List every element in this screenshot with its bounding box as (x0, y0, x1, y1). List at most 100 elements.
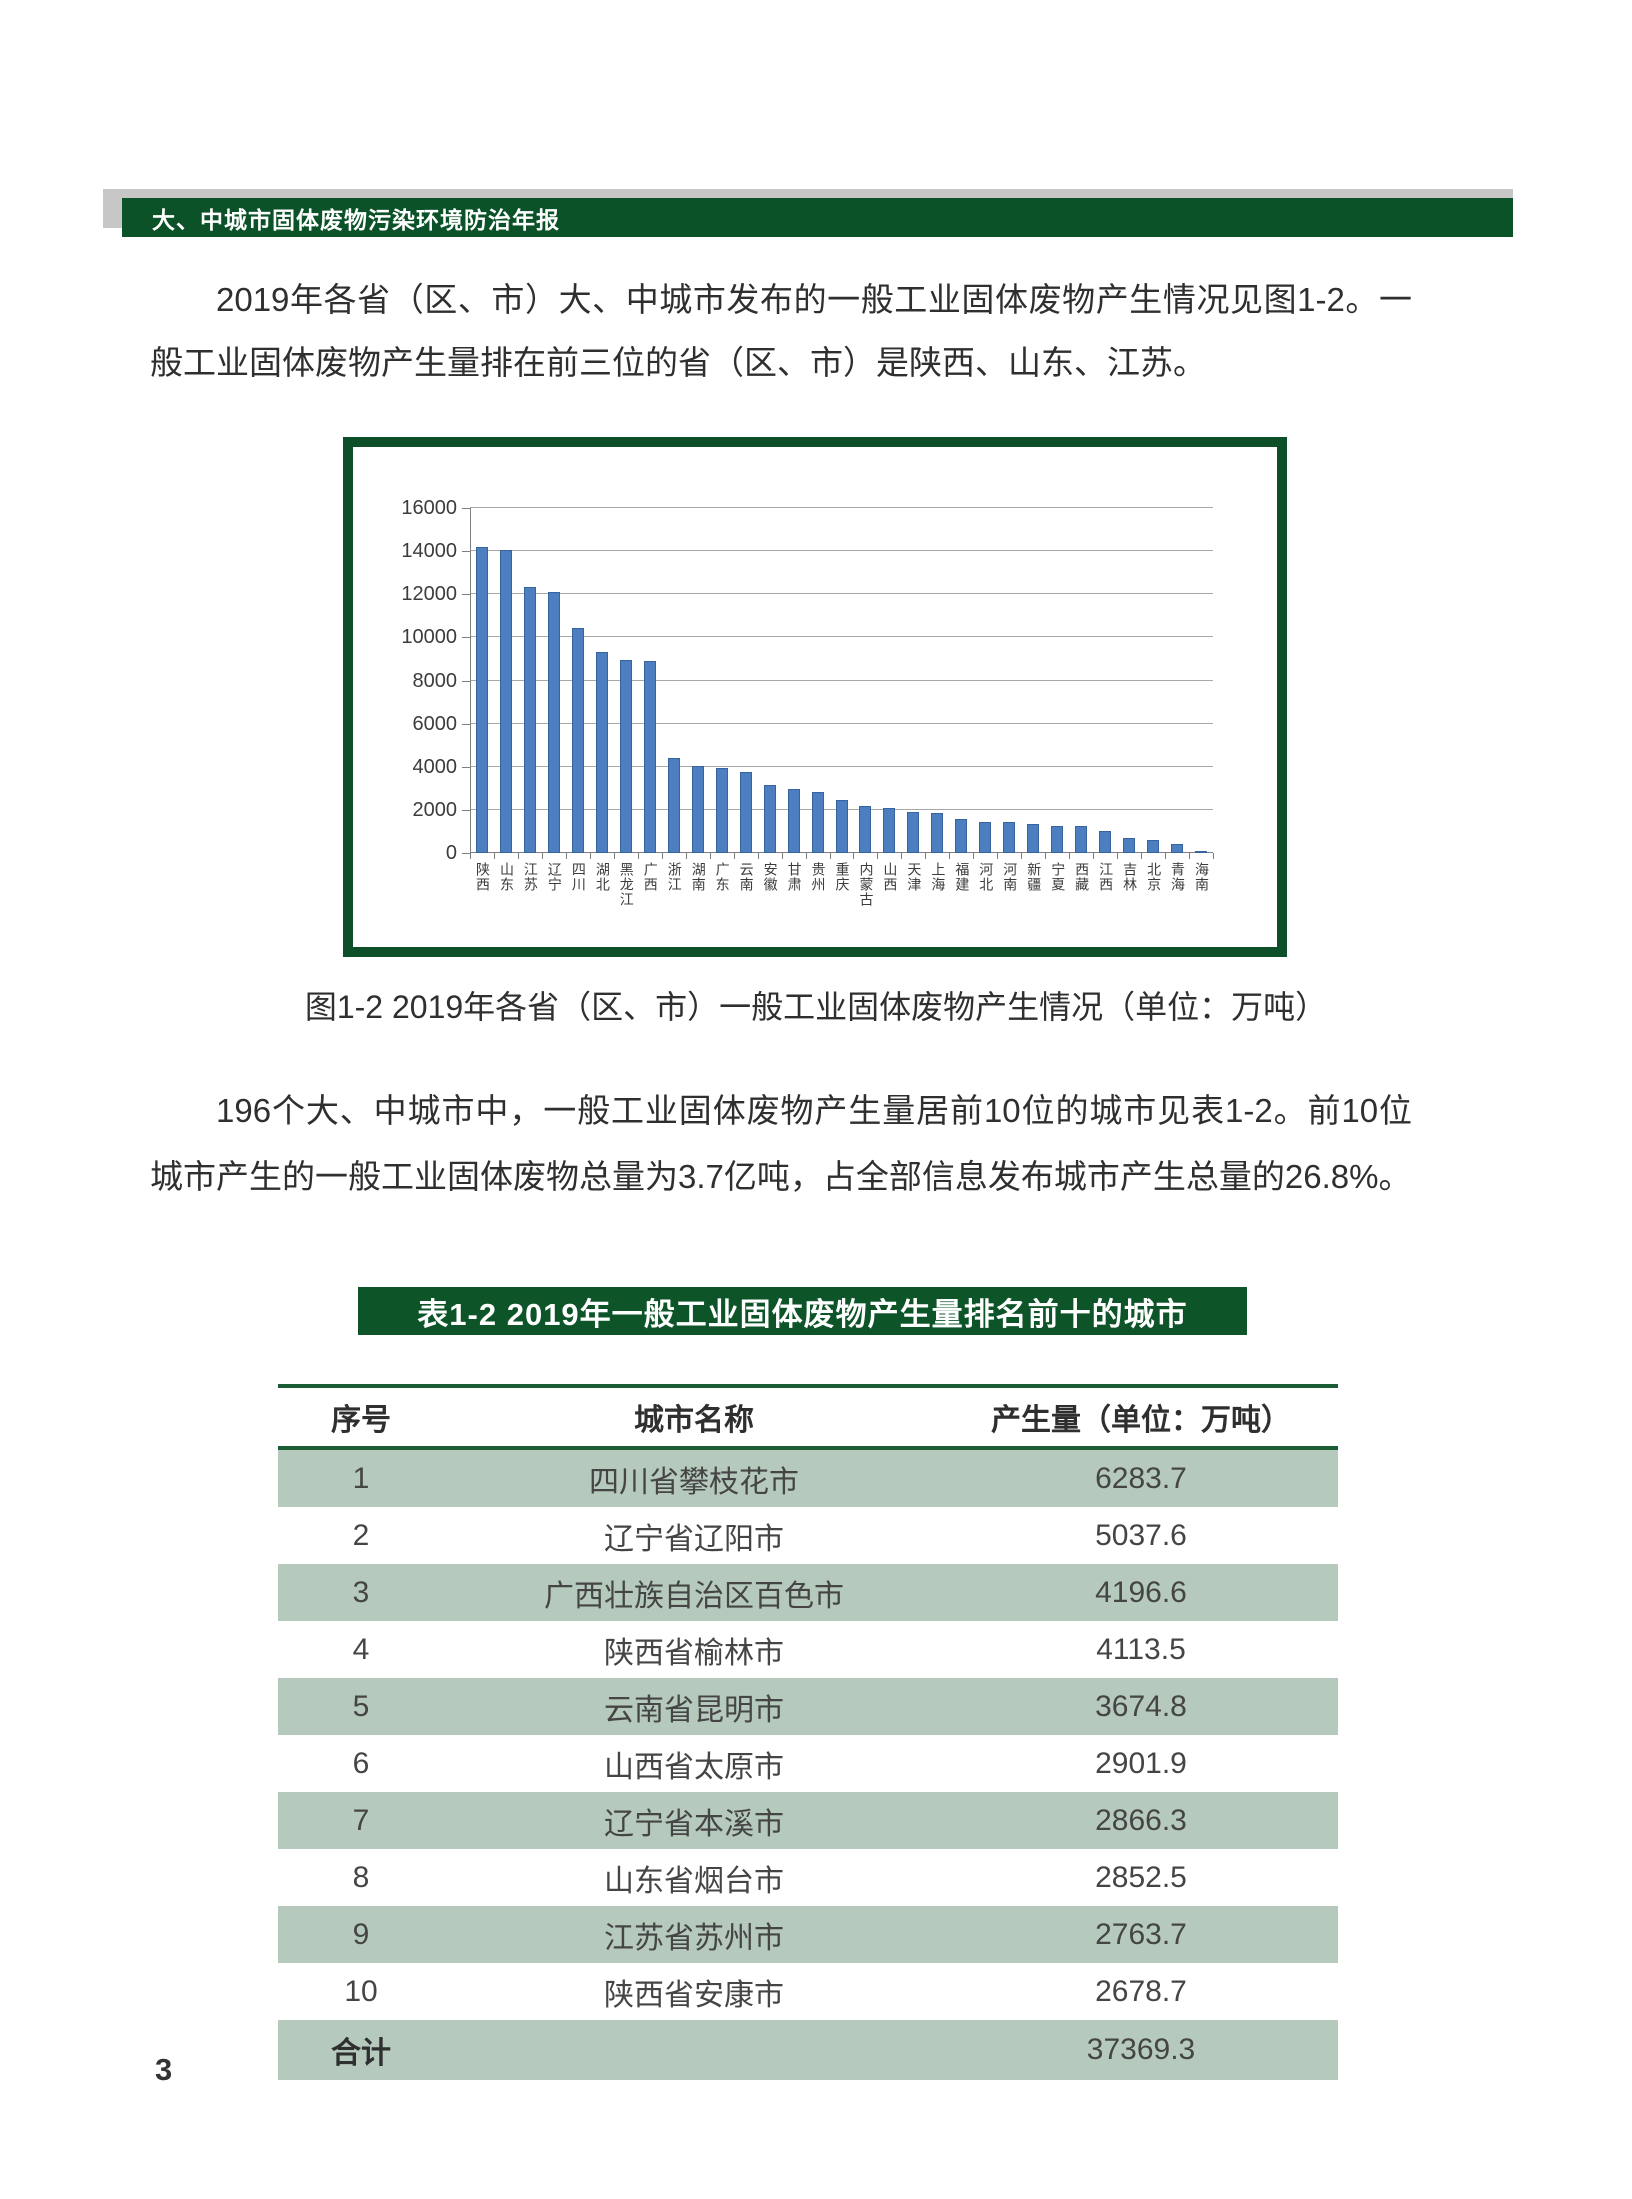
x-axis-label-山东: 山东 (498, 862, 515, 892)
table-body: 1 四川省攀枝花市 6283.7 2 辽宁省辽阳市 5037.6 3 广西壮族自治区百色市 41… (278, 1448, 1338, 2080)
x-axis-label-西藏: 西藏 (1074, 862, 1091, 892)
x-axis-label-陕西: 陕西 (474, 862, 491, 892)
paragraph-intro: 2019年各省（区、市）大、中城市发布的一般工业固体废物产生情况见图1-2。一般… (150, 281, 1412, 381)
total-empty-cell (444, 2020, 944, 2080)
y-axis-label: 16000 (401, 497, 457, 519)
x-axis-label-上海: 上海 (930, 862, 947, 892)
x-axis-label-天津: 天津 (906, 862, 923, 892)
amount-cell: 4196.6 (1095, 1575, 1187, 1609)
bar-湖北 (595, 652, 608, 853)
bar-湖南 (691, 765, 704, 853)
x-axis-label-辽宁: 辽宁 (546, 862, 563, 892)
x-axis-label-广西: 广西 (642, 862, 659, 892)
bar-上海 (931, 813, 944, 853)
x-axis-label-江西: 江西 (1098, 862, 1115, 892)
city-cell: 广西壮族自治区百色市 (544, 1579, 844, 1613)
x-axis-label-贵州: 贵州 (810, 862, 827, 892)
x-tick (757, 853, 759, 859)
gridline-4000 (470, 765, 1213, 767)
bar-河南 (1003, 821, 1016, 853)
x-tick (470, 853, 471, 859)
x-axis-label-河南: 河南 (1002, 862, 1019, 892)
page-number: 3 (155, 2052, 173, 2087)
y-axis-label: 14000 (401, 540, 457, 563)
bar-黑龙江 (619, 660, 632, 853)
x-tick (901, 853, 903, 859)
bar-甘肃 (787, 789, 800, 853)
city-cell: 辽宁省辽阳市 (604, 1522, 784, 1556)
x-tick (685, 853, 687, 859)
y-tick (462, 766, 470, 768)
x-axis-label-四川: 四川 (570, 862, 587, 892)
figure-caption: 图1-2 2019年各省（区、市）一般工业固体废物产生情况（单位：万吨） (304, 989, 1328, 1025)
chart-plot (470, 507, 1213, 853)
table-row-8: 8 山东省烟台市 2852.5 (278, 1849, 1338, 1906)
x-tick (973, 853, 975, 859)
x-tick (541, 853, 543, 859)
x-tick (1093, 853, 1095, 859)
y-tick (462, 551, 470, 553)
table-title-banner: 表1-2 2019年一般工业固体废物产生量排名前十的城市 (358, 1287, 1247, 1335)
bar-青海 (1171, 844, 1184, 853)
city-cell: 辽宁省本溪市 (604, 1807, 784, 1841)
total-label: 合计 (331, 2037, 391, 2070)
bar-云南 (739, 772, 752, 853)
x-tick (613, 853, 615, 859)
column-header-2: 产生量（单位：万吨） (944, 1384, 1338, 1450)
bar-内蒙古 (859, 805, 872, 853)
bar-江西 (1099, 831, 1112, 853)
amount-cell: 2866.3 (1095, 1803, 1187, 1837)
bar-四川 (571, 627, 584, 853)
x-tick (1189, 853, 1191, 859)
y-axis-label: 4000 (412, 755, 458, 778)
rank-cell: 3 (352, 1575, 370, 1609)
top10-table-wrap: 序号 城市名称 产生量（单位：万吨） 1 四川省攀枝花市 6283.7 2 辽宁省辽阳市 50… (278, 1384, 1338, 2080)
table-row-5: 5 云南省昆明市 3674.8 (278, 1678, 1338, 1735)
bar-海南 (1195, 851, 1208, 853)
x-axis-label-内蒙古: 内蒙古 (858, 862, 875, 907)
x-tick (925, 853, 927, 859)
table-row-9: 9 江苏省苏州市 2763.7 (278, 1906, 1338, 1963)
rank-cell: 7 (352, 1803, 370, 1837)
amount-cell: 5037.6 (1095, 1518, 1187, 1552)
gridline-6000 (470, 722, 1213, 724)
amount-cell: 2678.7 (1095, 1974, 1187, 2008)
table-row-1: 1 四川省攀枝花市 6283.7 (278, 1448, 1338, 1507)
bar-天津 (907, 812, 920, 853)
gridline-12000 (470, 593, 1213, 595)
amount-cell: 2763.7 (1095, 1917, 1187, 1951)
x-axis-label-江苏: 江苏 (522, 862, 539, 892)
bar-宁夏 (1051, 826, 1064, 853)
gridline-16000 (470, 507, 1213, 508)
rank-cell: 9 (352, 1917, 370, 1951)
rank-cell: 6 (352, 1746, 370, 1780)
x-tick (1117, 853, 1119, 859)
x-tick (517, 853, 519, 859)
y-axis-label: 0 (445, 842, 457, 864)
x-axis-label-黑龙江: 黑龙江 (618, 862, 635, 907)
y-axis-label: 6000 (412, 712, 458, 735)
x-axis-label-湖北: 湖北 (594, 862, 611, 892)
bar-江苏 (523, 586, 536, 853)
x-tick (637, 853, 639, 859)
column-header-0: 序号 (278, 1384, 444, 1450)
city-cell: 陕西省榆林市 (604, 1636, 784, 1670)
header-title: 大、中城市固体废物污染环境防治年报 (152, 206, 560, 233)
x-axis-label-北京: 北京 (1146, 862, 1163, 892)
x-axis-label-河北: 河北 (978, 862, 995, 892)
x-axis-label-广东: 广东 (714, 862, 731, 892)
x-tick (853, 853, 855, 859)
table-title: 表1-2 2019年一般工业固体废物产生量排名前十的城市 (417, 1296, 1188, 1332)
bar-山东 (499, 550, 512, 853)
city-cell: 江苏省苏州市 (604, 1921, 784, 1955)
x-axis-label-云南: 云南 (738, 862, 755, 892)
bar-广东 (715, 767, 728, 853)
x-axis-label-吉林: 吉林 (1122, 862, 1139, 892)
x-tick (565, 853, 567, 859)
top10-table: 序号 城市名称 产生量（单位：万吨） 1 四川省攀枝花市 6283.7 2 辽宁省辽阳市 50… (278, 1384, 1338, 2080)
x-tick (1141, 853, 1143, 859)
city-cell: 山西省太原市 (604, 1750, 784, 1784)
y-tick (462, 637, 470, 639)
bar-陕西 (475, 546, 488, 853)
bar-浙江 (667, 758, 680, 853)
